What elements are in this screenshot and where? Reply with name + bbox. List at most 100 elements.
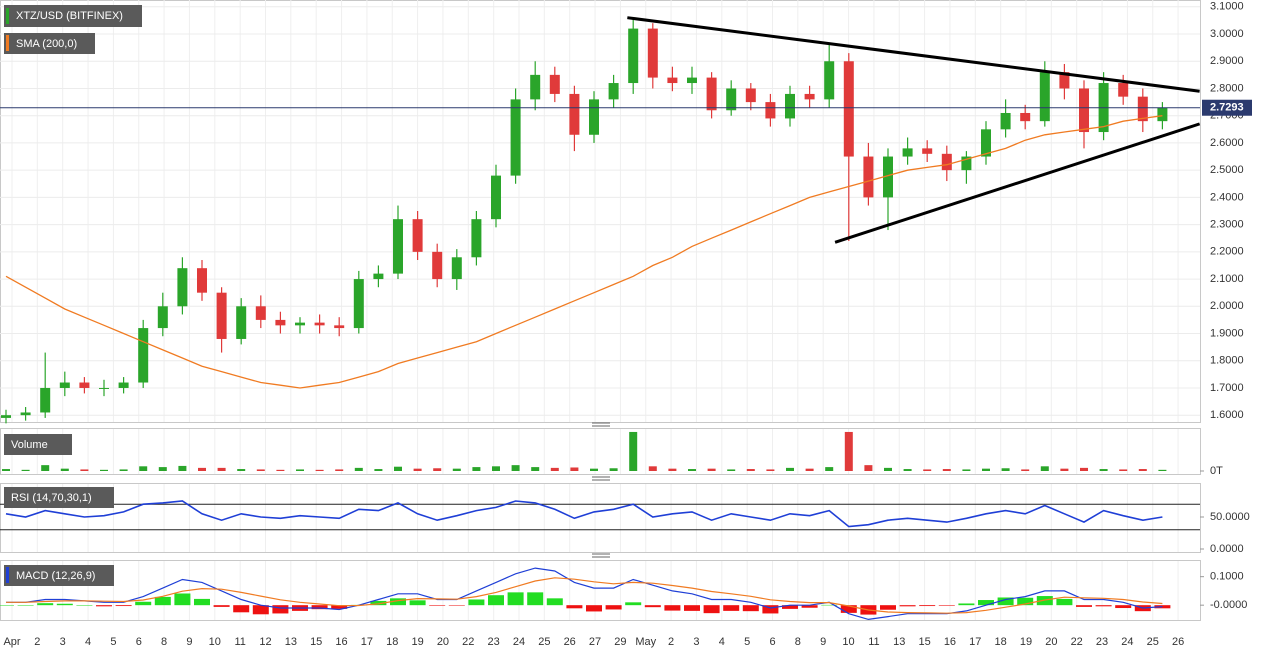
macd-histogram-bar	[1095, 605, 1112, 607]
volume-bar	[335, 469, 344, 471]
x-tick-label: 29	[614, 636, 626, 648]
x-tick-label: 15	[918, 636, 930, 648]
candle-body	[334, 325, 345, 329]
x-tick-label: 19	[1020, 636, 1032, 648]
macd-histogram-bar	[821, 604, 838, 606]
macd-histogram-bar	[429, 605, 446, 606]
x-tick-label: 4	[85, 636, 91, 648]
volume-bar	[296, 469, 304, 471]
x-tick-label: 13	[285, 636, 297, 648]
candle-body	[706, 77, 717, 111]
macd-histogram-bar	[311, 605, 328, 610]
candle-body	[197, 268, 207, 293]
volume-bar	[119, 469, 128, 471]
macd-histogram-bar	[527, 592, 544, 606]
macd-histogram-bar	[1076, 605, 1092, 607]
marks	[0, 16, 1201, 621]
volume-bar	[2, 469, 10, 471]
candle-body	[79, 382, 90, 388]
candle-body	[510, 99, 521, 176]
volume-bar	[100, 469, 108, 471]
candle-body	[471, 219, 482, 258]
candle-body	[863, 156, 874, 198]
candle-body	[412, 219, 423, 252]
candle-body	[275, 319, 286, 326]
x-tick-label: 26	[1172, 636, 1184, 648]
macd-histogram-bar	[938, 605, 955, 606]
candle-body	[883, 156, 893, 198]
volume-bar	[688, 469, 696, 471]
volume-bar	[609, 468, 618, 471]
macd-histogram-bar	[252, 605, 269, 615]
macd-histogram-bar	[723, 605, 740, 611]
x-tick-label: 20	[1045, 636, 1057, 648]
candle-body	[451, 257, 462, 280]
x-tick-label: 17	[969, 636, 981, 648]
legend-box	[4, 487, 114, 508]
volume-bar	[276, 469, 285, 471]
volume-bar	[531, 467, 540, 471]
volume-bar	[923, 469, 932, 471]
volume-bar	[648, 466, 657, 471]
volume-bar	[1138, 469, 1147, 471]
macd-histogram-bar	[37, 603, 54, 606]
volume-bar	[80, 469, 89, 471]
candle-body	[59, 382, 70, 388]
macd-histogram-bar	[625, 602, 642, 606]
x-tick-label: 2	[34, 636, 40, 648]
volume-bar	[629, 431, 638, 471]
x-tick-label: 6	[769, 636, 775, 648]
volume-bar	[21, 469, 30, 471]
x-tick-label: 8	[161, 636, 167, 648]
macd-histogram-bar	[56, 603, 73, 606]
x-tick-label: 8	[795, 636, 801, 648]
candle-body	[1020, 112, 1031, 122]
volume-bar	[217, 467, 226, 471]
sma-line	[5, 115, 1163, 389]
y-tick-label: 0.1000	[1210, 571, 1244, 583]
candle-body	[393, 219, 403, 274]
volume-bar	[60, 468, 69, 471]
volume-bar	[825, 467, 834, 471]
legend-swatch	[6, 567, 9, 583]
volume-bar	[178, 465, 187, 471]
candle-body	[687, 77, 697, 84]
x-tick-label: May	[635, 636, 656, 648]
volume-bar	[1040, 466, 1049, 471]
candle-body	[902, 148, 913, 157]
volume-bar	[570, 467, 579, 471]
candle-body	[295, 322, 305, 326]
y-tick-label: 3.0000	[1210, 28, 1244, 40]
volume-bar	[158, 467, 167, 471]
last-price-box	[1202, 99, 1252, 116]
macd-histogram-bar	[762, 605, 779, 614]
candle-body	[314, 322, 325, 326]
macd-histogram-bar	[331, 605, 348, 609]
legend-volume: Volume	[11, 439, 48, 451]
y-tick-label: 1.7000	[1210, 382, 1244, 394]
candle-body	[255, 306, 266, 320]
y-tick-label: 1.6000	[1210, 409, 1244, 421]
x-tick-label: 22	[1071, 636, 1083, 648]
macd-histogram-bar	[978, 600, 994, 606]
candle-body	[530, 74, 541, 100]
legend-macd: MACD (12,26,9)	[16, 570, 95, 582]
legend-box	[4, 33, 95, 54]
y-tick-label: 2.2000	[1210, 246, 1244, 258]
candle-body	[804, 93, 815, 100]
y-tick-label: 2.3000	[1210, 219, 1244, 231]
volume-bar	[766, 469, 775, 471]
macd-histogram-bar	[194, 598, 210, 606]
volume-bar	[41, 465, 50, 471]
candle-body	[981, 129, 991, 157]
candle-body	[843, 61, 854, 157]
legend-sma: SMA (200,0)	[16, 38, 77, 50]
legend-swatch	[6, 8, 9, 24]
volume-bar	[786, 467, 794, 471]
volume-bar	[237, 469, 246, 471]
macd-histogram-bar	[233, 605, 250, 613]
macd-histogram-bar	[644, 605, 661, 608]
x-tick-label: 9	[186, 636, 192, 648]
x-tick-label: 19	[411, 636, 423, 648]
macd-histogram-bar	[605, 605, 622, 610]
